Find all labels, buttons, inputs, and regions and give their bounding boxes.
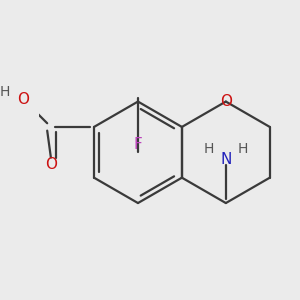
Text: O: O <box>45 158 57 172</box>
Text: H: H <box>204 142 214 156</box>
Text: H: H <box>0 85 10 99</box>
Text: N: N <box>220 152 232 167</box>
Text: O: O <box>17 92 29 106</box>
Text: H: H <box>237 142 248 156</box>
Text: O: O <box>220 94 232 109</box>
Text: F: F <box>134 137 142 152</box>
